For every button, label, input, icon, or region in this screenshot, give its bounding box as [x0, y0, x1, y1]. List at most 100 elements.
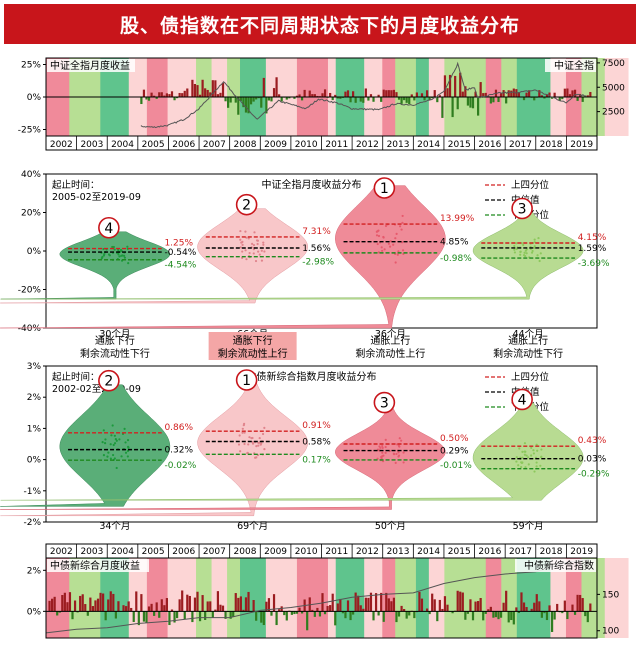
return-bar: [579, 93, 582, 97]
return-bar: [313, 611, 316, 617]
return-bar: [477, 601, 480, 612]
return-bar: [295, 611, 299, 614]
sample-point: [114, 437, 117, 441]
sample-point: [256, 239, 260, 242]
sample-point: [382, 236, 385, 239]
sample-point: [111, 424, 114, 427]
phase-band: [604, 558, 629, 638]
return-bar: [283, 611, 286, 616]
violin-shape: [0, 403, 584, 501]
period-note: 起止时间：: [52, 371, 100, 383]
return-bar: [99, 592, 102, 612]
sample-point: [524, 466, 527, 469]
return-bar: [252, 599, 255, 612]
sample-point: [102, 247, 105, 251]
sample-point: [100, 257, 103, 260]
return-bar: [163, 95, 166, 97]
sample-point: [395, 452, 398, 456]
return-bar: [451, 97, 454, 118]
quartile-value: -3.69%: [578, 259, 610, 269]
y-tick-label: -40%: [18, 324, 42, 334]
return-bar: [227, 97, 230, 108]
return-bar: [181, 93, 184, 97]
index-line: [45, 559, 590, 634]
return-bar: [339, 97, 342, 99]
sample-point: [381, 444, 384, 448]
year-label: 2017: [509, 547, 532, 557]
return-bar: [492, 611, 495, 618]
y2-tick-label: 100: [602, 627, 619, 637]
return-bar: [438, 95, 441, 97]
period-note: 起止时间：: [52, 179, 100, 191]
sample-point: [107, 451, 110, 454]
return-bar: [219, 92, 222, 97]
return-bar: [581, 97, 584, 102]
return-bar: [311, 609, 314, 612]
quartile-value: -0.54%: [164, 248, 196, 258]
return-bar: [387, 598, 390, 612]
return-bar: [372, 97, 375, 102]
sample-point: [396, 253, 399, 256]
return-bar: [247, 591, 250, 612]
sample-point: [394, 237, 397, 240]
return-bar: [357, 595, 360, 612]
return-bar: [482, 93, 485, 97]
title-bg: [545, 59, 596, 72]
return-bar: [576, 594, 579, 612]
sample-point: [521, 456, 524, 459]
sample-point: [532, 452, 536, 455]
return-bar: [260, 97, 263, 108]
sample-point: [257, 444, 260, 447]
return-bar: [165, 598, 168, 612]
sample-point: [243, 442, 246, 446]
sample-point: [107, 253, 111, 256]
return-bar: [145, 611, 148, 623]
return-bar: [586, 95, 589, 97]
return-bar: [290, 611, 293, 615]
quartile-value: -4.54%: [164, 261, 196, 271]
return-bar: [50, 598, 54, 612]
sample-point: [381, 455, 384, 458]
return-bar: [255, 611, 258, 621]
sample-point: [540, 448, 543, 451]
year-label: 2007: [203, 547, 226, 557]
rank-number: 3: [518, 202, 527, 218]
return-bar: [56, 611, 59, 616]
quartile-value: 1.25%: [164, 239, 193, 249]
sample-point: [535, 461, 538, 464]
sample-point: [392, 452, 395, 455]
return-bar: [142, 89, 146, 97]
return-bar: [461, 592, 464, 612]
return-bar: [323, 89, 327, 97]
return-bar: [372, 611, 375, 621]
return-bar: [84, 604, 87, 612]
return-bar: [272, 594, 276, 612]
sample-point: [110, 434, 113, 437]
y-tick-label: 0%: [27, 456, 42, 466]
sample-point: [400, 228, 403, 231]
return-bar: [528, 90, 531, 97]
sample-point: [243, 431, 246, 434]
sample-point: [113, 248, 116, 251]
return-bar: [196, 591, 199, 612]
sample-point: [539, 464, 542, 467]
quartile-value: 0.91%: [302, 421, 331, 431]
sample-point: [401, 214, 404, 218]
sample-point: [533, 238, 536, 241]
return-bar: [474, 601, 477, 612]
return-bar: [181, 590, 184, 612]
return-bar: [392, 597, 396, 612]
return-bar: [530, 608, 533, 612]
month-count: 69个月: [237, 521, 268, 532]
return-bar: [331, 593, 334, 612]
phase-label: 通胀上行: [370, 334, 410, 347]
sample-point: [102, 429, 105, 432]
phase-label: 剩余流动性上行: [218, 347, 288, 360]
panel-title: 中债新综合月度收益: [50, 559, 140, 572]
panel-title: 中证全指月度收益分布: [262, 178, 362, 191]
return-bar: [160, 599, 163, 612]
sample-point: [106, 455, 109, 458]
return-bar: [280, 97, 283, 102]
return-bar: [173, 611, 176, 623]
return-bar: [512, 611, 515, 625]
